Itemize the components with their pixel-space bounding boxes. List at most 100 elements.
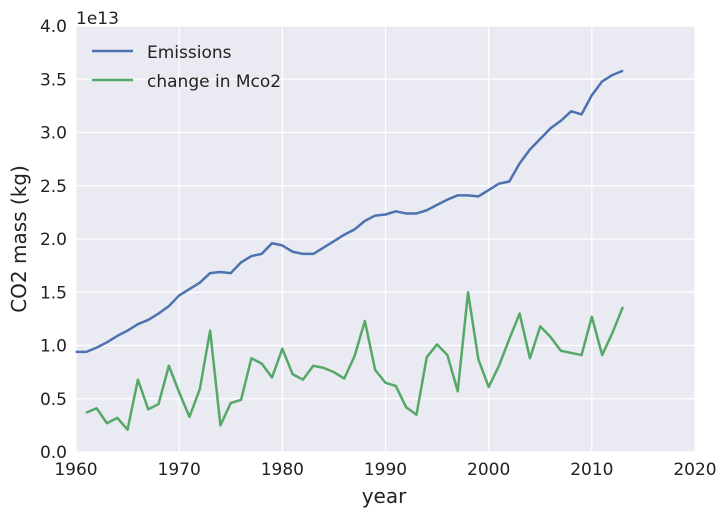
- data-point: [364, 220, 366, 222]
- data-point: [457, 194, 459, 196]
- data-point: [168, 365, 170, 367]
- y-axis-label: CO2 mass (kg): [7, 165, 31, 313]
- data-point: [137, 378, 139, 381]
- data-point: [405, 406, 407, 408]
- data-point: [116, 417, 118, 419]
- data-point: [519, 312, 521, 315]
- data-point: [302, 378, 304, 381]
- data-point: [395, 385, 397, 387]
- data-point: [508, 338, 510, 340]
- data-point: [333, 371, 335, 373]
- data-point: [549, 127, 552, 129]
- y-tick-label: 1.5: [40, 283, 67, 303]
- data-point: [622, 70, 624, 72]
- data-point: [199, 388, 201, 390]
- data-point: [611, 74, 614, 76]
- data-point: [374, 214, 376, 217]
- data-point: [178, 294, 180, 297]
- x-tick-label: 1990: [364, 460, 407, 480]
- data-point: [157, 403, 160, 405]
- data-point: [240, 399, 242, 401]
- data-point: [312, 365, 314, 367]
- data-point: [539, 138, 541, 140]
- data-point: [147, 319, 149, 321]
- data-point: [591, 94, 593, 96]
- y-tick-label: 0.5: [40, 390, 67, 410]
- data-point: [281, 348, 283, 350]
- y-tick-label: 4.0: [40, 17, 67, 37]
- data-point: [611, 332, 614, 334]
- data-point: [384, 382, 387, 384]
- data-point: [436, 343, 438, 346]
- legend-label-emissions: Emissions: [147, 43, 232, 63]
- data-point: [323, 367, 325, 369]
- data-point: [353, 355, 356, 357]
- data-point: [240, 261, 242, 264]
- y-axis-ticks: 0.0 0.5 1.0 1.5 2.0 2.5 3.0 3.5 4.0: [40, 17, 67, 463]
- data-point: [250, 357, 252, 359]
- x-axis-ticks: 1960 1970 1980 1990 2000 2010 2020: [54, 460, 716, 480]
- data-point: [405, 212, 407, 215]
- x-tick-label: 2010: [570, 460, 613, 480]
- data-point: [591, 316, 593, 318]
- y-tick-label: 3.0: [40, 124, 67, 144]
- data-point: [209, 272, 211, 274]
- y-tick-label: 1.0: [40, 337, 67, 357]
- data-point: [436, 204, 438, 206]
- data-point: [384, 213, 387, 216]
- data-point: [415, 414, 418, 416]
- data-point: [302, 253, 304, 255]
- y-tick-label: 2.0: [40, 230, 67, 250]
- data-point: [570, 352, 572, 354]
- data-point: [560, 120, 562, 122]
- data-point: [426, 209, 428, 211]
- data-point: [333, 240, 335, 242]
- data-point: [147, 408, 149, 410]
- data-point: [374, 369, 376, 371]
- data-point: [488, 386, 490, 388]
- data-point: [106, 422, 108, 424]
- data-point: [292, 251, 294, 253]
- x-tick-label: 2020: [673, 460, 716, 480]
- y-tick-label: 3.5: [40, 70, 67, 90]
- data-point: [560, 350, 562, 352]
- data-point: [343, 234, 345, 236]
- data-point: [549, 336, 552, 338]
- data-point: [106, 341, 108, 343]
- data-point: [199, 282, 201, 284]
- data-point: [622, 306, 624, 308]
- y-tick-label: 2.5: [40, 177, 67, 197]
- data-point: [230, 272, 232, 274]
- data-point: [96, 407, 98, 409]
- data-point: [415, 212, 418, 215]
- data-point: [580, 354, 583, 356]
- data-point: [209, 329, 211, 332]
- legend-label-change-in-mco2: change in Mco2: [147, 72, 281, 92]
- data-point: [570, 110, 572, 112]
- data-point: [126, 329, 129, 332]
- x-tick-label: 1980: [261, 460, 304, 480]
- data-point: [601, 354, 603, 356]
- data-point: [250, 255, 252, 257]
- data-point: [126, 429, 129, 431]
- data-point: [580, 113, 583, 115]
- data-point: [343, 377, 345, 380]
- data-point: [168, 305, 170, 307]
- data-point: [364, 320, 366, 322]
- x-tick-label: 1970: [158, 460, 201, 480]
- data-point: [467, 291, 469, 293]
- data-point: [75, 351, 77, 353]
- x-axis-label: year: [362, 484, 407, 508]
- data-point: [353, 228, 356, 231]
- series-line-0: [76, 69, 624, 354]
- data-point: [230, 402, 232, 404]
- data-point: [178, 391, 180, 393]
- data-point: [519, 162, 521, 164]
- data-point: [498, 365, 500, 367]
- data-point: [457, 390, 459, 392]
- data-point: [477, 195, 479, 197]
- data-point: [446, 354, 448, 356]
- grid-lines: [75, 25, 696, 453]
- data-point: [96, 347, 98, 349]
